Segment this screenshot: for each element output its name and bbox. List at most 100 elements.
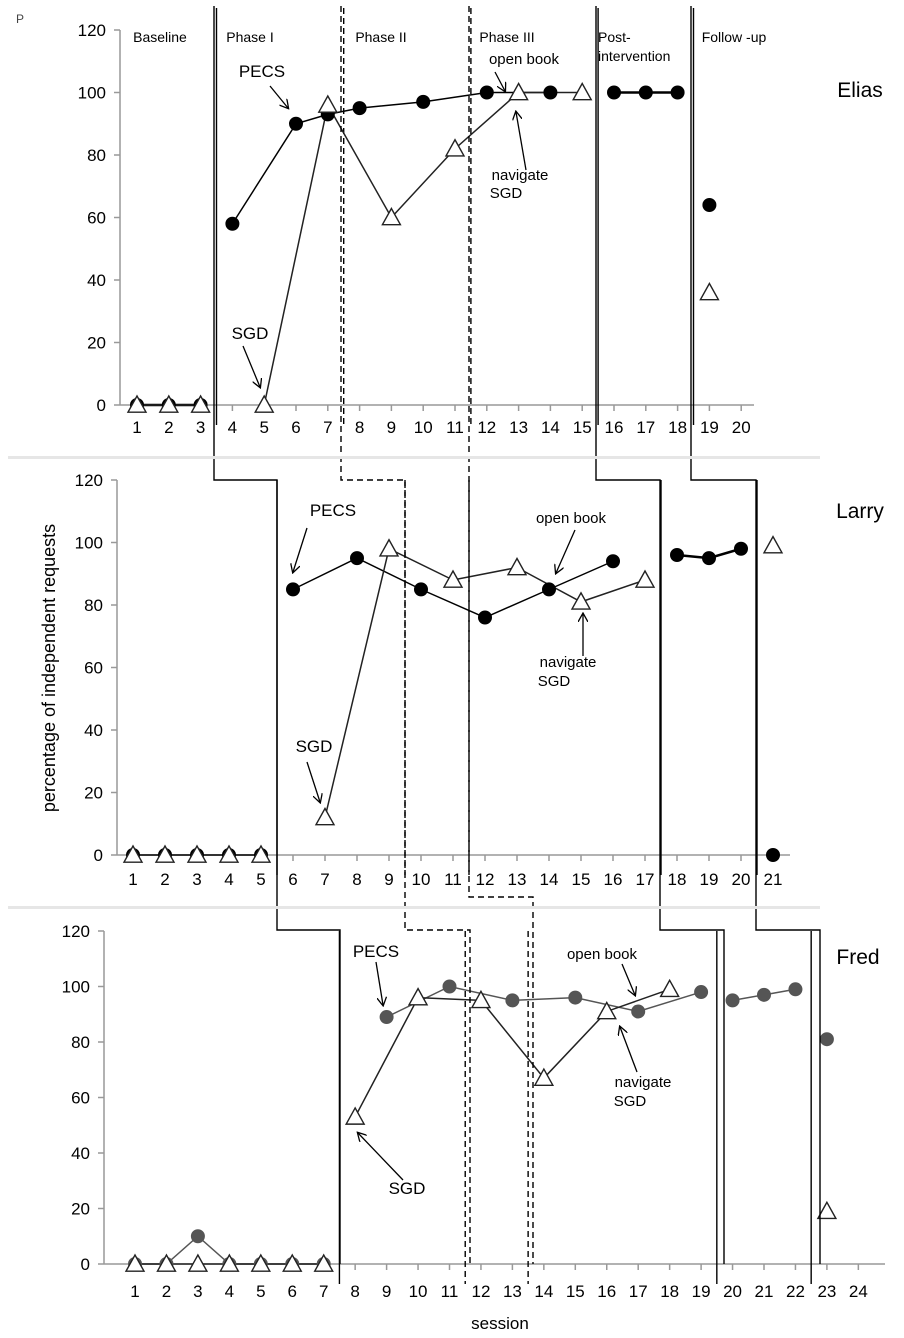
data-point-sgd (186, 844, 208, 863)
annotation-label: PECS (239, 62, 285, 81)
x-tick-label: 9 (384, 870, 393, 889)
data-point-pecs (286, 582, 300, 597)
data-point-sgd (659, 978, 680, 998)
x-tick-label: 2 (160, 870, 169, 889)
annotation-label: SGD (614, 1093, 647, 1110)
x-tick-label: 7 (320, 870, 329, 889)
panel-separator (8, 906, 820, 909)
x-tick-label: 2 (162, 1282, 171, 1301)
y-tick-label: 80 (87, 146, 106, 165)
x-tick-label: 19 (700, 870, 719, 889)
x-tick-label: 13 (503, 1282, 522, 1301)
y-tick-label: 100 (75, 534, 103, 553)
data-point-pecs (670, 85, 685, 100)
x-tick-label: 9 (387, 418, 396, 437)
annotation-arrow (269, 85, 288, 108)
x-tick-label: 19 (700, 418, 719, 437)
x-tick-label: 14 (534, 1282, 553, 1301)
data-point-pecs (350, 551, 364, 566)
y-tick-label: 20 (84, 784, 103, 803)
y-tick-label: 40 (71, 1144, 90, 1163)
data-point-pecs (702, 198, 717, 212)
data-point-sgd (126, 394, 148, 413)
annotation-label: open book (489, 51, 560, 68)
x-tick-label: 16 (597, 1282, 616, 1301)
data-point-pecs (568, 990, 583, 1005)
data-point-pecs (289, 116, 303, 131)
x-tick-label: 15 (566, 1282, 585, 1301)
x-tick-label: 11 (444, 870, 462, 889)
annotation-label: navigate (492, 167, 549, 184)
annotation-arrow (620, 1027, 638, 1073)
data-point-pecs (414, 582, 428, 597)
y-tick-label: 0 (97, 396, 106, 415)
x-tick-label: 8 (355, 418, 364, 437)
x-tick-label: 7 (319, 1282, 328, 1301)
x-tick-label: 22 (786, 1282, 805, 1301)
corner-mark: P (16, 12, 24, 26)
phase-label: Phase I (226, 29, 273, 45)
y-tick-label: 60 (71, 1089, 90, 1108)
x-tick-label: 10 (414, 418, 433, 437)
data-point-pecs (788, 982, 803, 997)
data-point-sgd (442, 569, 464, 588)
data-point-sgd (122, 844, 144, 863)
x-tick-label: 5 (259, 418, 268, 437)
data-point-sgd (250, 1253, 271, 1272)
data-point-pecs (819, 1032, 834, 1047)
phase-change-connector (340, 6, 471, 1264)
data-point-sgd (444, 138, 466, 157)
x-tick-label: 20 (732, 418, 751, 437)
x-tick-label: 6 (291, 418, 300, 437)
annotation-label: SGD (232, 324, 269, 343)
x-tick-label: 6 (288, 1282, 297, 1301)
data-point-pecs (442, 979, 457, 994)
x-tick-label: 11 (446, 418, 464, 437)
data-point-pecs (638, 85, 653, 100)
data-point-pecs (505, 993, 520, 1008)
data-point-sgd (313, 1253, 334, 1272)
data-point-pecs (702, 551, 716, 566)
data-point-sgd (156, 1253, 177, 1272)
y-tick-label: 120 (62, 922, 90, 941)
data-point-pecs (190, 1229, 205, 1244)
data-point-pecs (352, 101, 367, 116)
x-tick-label: 15 (573, 418, 592, 437)
x-tick-label: 15 (572, 870, 591, 889)
data-point-sgd (596, 1001, 617, 1020)
annotation-arrow (358, 1133, 404, 1181)
data-point-pecs (607, 85, 621, 100)
x-tick-label: 5 (256, 1282, 265, 1301)
x-tick-label: 14 (540, 870, 559, 889)
data-point-sgd (572, 82, 593, 101)
data-point-pecs (379, 1010, 394, 1025)
data-point-pecs (606, 554, 620, 569)
series-line-sgd (324, 547, 646, 818)
participant-label: Fred (836, 946, 879, 969)
x-tick-label: 5 (256, 870, 265, 889)
x-tick-label: 3 (193, 1282, 202, 1301)
phase-change-connector (595, 6, 725, 1264)
x-tick-label: 1 (132, 418, 141, 437)
x-tick-label: 12 (476, 870, 495, 889)
data-point-sgd (816, 1200, 838, 1220)
x-tick-label: 21 (764, 870, 783, 889)
data-point-sgd (506, 557, 528, 576)
x-tick-label: 19 (692, 1282, 711, 1301)
x-tick-label: 11 (441, 1282, 459, 1301)
series-line-pecs (231, 91, 551, 225)
data-point-pecs (766, 848, 780, 862)
x-tick-label: 17 (636, 870, 655, 889)
x-tick-label: 18 (668, 870, 687, 889)
participant-label: Larry (836, 500, 884, 523)
data-point-sgd (154, 844, 176, 863)
series-line-sgd (354, 988, 670, 1118)
x-tick-label: 23 (817, 1282, 836, 1301)
x-tick-label: 2 (164, 418, 173, 437)
data-point-sgd (158, 394, 179, 413)
data-point-pecs (631, 1004, 646, 1019)
phase-label: Post- (598, 29, 631, 45)
x-tick-label: 6 (288, 870, 297, 889)
